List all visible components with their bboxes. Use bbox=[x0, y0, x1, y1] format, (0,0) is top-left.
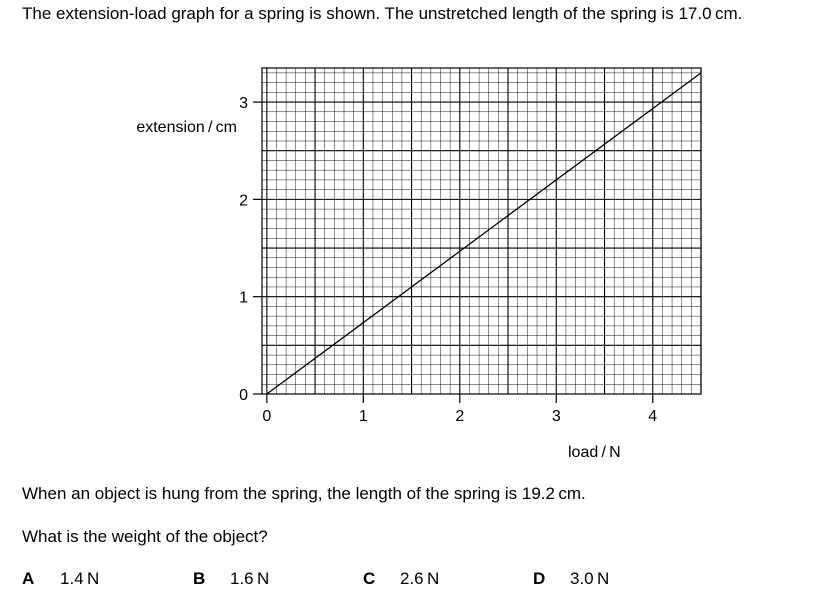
x-tick-label: 1 bbox=[359, 408, 368, 425]
x-axis-label: load / N bbox=[568, 444, 621, 461]
option-a-value[interactable]: 1.4 N bbox=[60, 569, 100, 588]
x-tick-label: 3 bbox=[552, 408, 561, 425]
series-layer bbox=[266, 72, 702, 395]
y-tick-label: 3 bbox=[239, 95, 248, 112]
y-tick-label: 2 bbox=[239, 192, 248, 209]
axes: 0 1 2 3 0 1 2 3 4 bbox=[239, 67, 702, 425]
question-line-1: When an object is hung from the spring, … bbox=[22, 484, 586, 503]
y-tick-label: 1 bbox=[239, 290, 248, 307]
option-c-value[interactable]: 2.6 N bbox=[400, 569, 440, 588]
option-b-letter[interactable]: B bbox=[193, 569, 206, 588]
option-d-value[interactable]: 3.0 N bbox=[570, 569, 610, 588]
series-line bbox=[266, 72, 702, 395]
question-line-2: What is the weight of the object? bbox=[22, 527, 268, 546]
question-stem: The extension-load graph for a spring is… bbox=[22, 4, 743, 23]
option-c-letter[interactable]: C bbox=[363, 569, 376, 588]
x-tick-label: 2 bbox=[455, 408, 464, 425]
grid bbox=[262, 68, 702, 395]
option-a-letter[interactable]: A bbox=[22, 569, 35, 588]
x-tick-label: 0 bbox=[262, 408, 271, 425]
option-d-letter[interactable]: D bbox=[533, 569, 546, 588]
plot-border bbox=[261, 67, 702, 395]
x-tick-label: 4 bbox=[648, 408, 657, 425]
option-b-value[interactable]: 1.6 N bbox=[230, 569, 270, 588]
y-tick-label: 0 bbox=[239, 387, 248, 404]
y-axis-label: extension / cm bbox=[136, 119, 237, 136]
